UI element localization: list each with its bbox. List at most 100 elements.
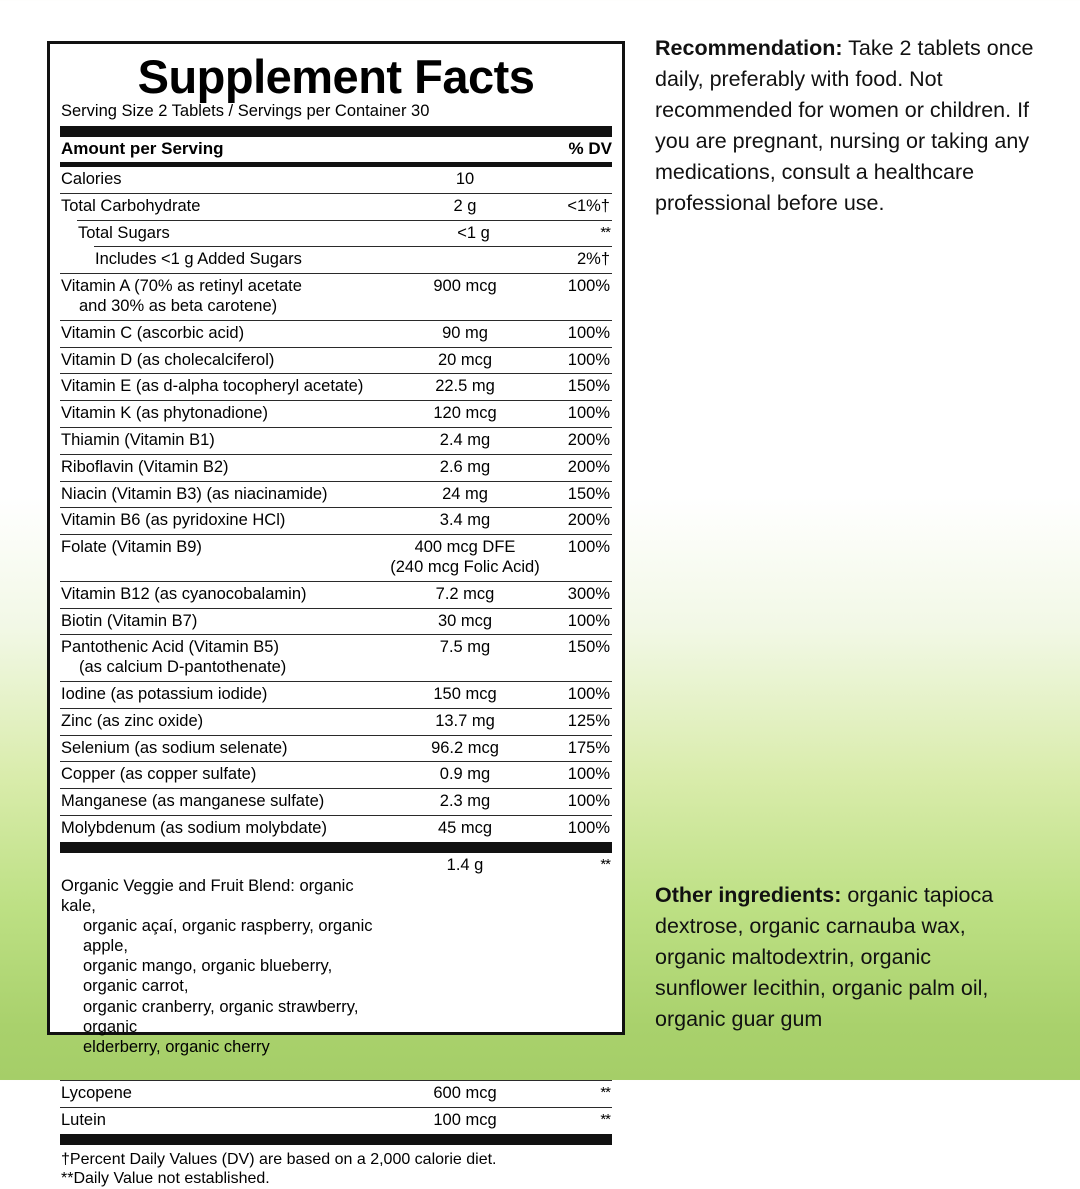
divider-thick-blend <box>60 841 612 853</box>
row-amount: 1.4 g <box>446 855 484 874</box>
row-amount: <1 g <box>457 223 490 242</box>
row-name: Organic Veggie and Fruit Blend: organic … <box>61 876 373 1056</box>
row-name: Selenium (as sodium selenate) <box>61 738 288 757</box>
other-ingredients-text: Other ingredients: organic tapioca dextr… <box>655 880 1015 1035</box>
table-row: Calories 10 <box>60 167 612 193</box>
table-row: Riboflavin (Vitamin B2) 2.6 mg 200% <box>60 453 612 481</box>
table-row: Vitamin B12 (as cyanocobalamin) 7.2 mcg 30… <box>60 580 612 608</box>
row-amount: 7.5 mg <box>439 638 491 657</box>
table-row: Vitamin D (as cholecalciferol) 20 mcg 100% <box>60 346 612 374</box>
table-row: Iodine (as potassium iodide) 150 mcg 100% <box>60 680 612 708</box>
row-daily-value: 200% <box>567 430 610 449</box>
row-daily-value: 100% <box>567 404 610 423</box>
row-name: Riboflavin (Vitamin B2) <box>61 457 229 476</box>
row-name: Lycopene <box>61 1084 132 1103</box>
row-daily-value: 100% <box>567 323 610 342</box>
table-row: Vitamin K (as phytonadione) 120 mcg 100% <box>60 400 612 427</box>
row-amount: 7.2 mcg <box>435 584 495 603</box>
nutrient-table: Calories 10 Total Carbohydrate 2 g <1%† Total… <box>60 167 612 842</box>
row-name: Calories <box>61 170 122 189</box>
row-name: Vitamin B6 (as pyridoxine HCl) <box>61 511 286 530</box>
footnote-daily-values: †Percent Daily Values (DV) are based on … <box>61 1150 497 1168</box>
table-row: Vitamin C (ascorbic acid) 90 mg 100% <box>60 319 612 347</box>
other-ingredients-label: Other ingredients: <box>655 883 842 907</box>
row-name: Vitamin A (70% as retinyl acetate and 30%… <box>61 277 302 315</box>
table-row: Pantothenic Acid (Vitamin B5) (as calcium… <box>60 634 612 681</box>
table-row: Total Carbohydrate 2 g <1%† <box>60 192 612 220</box>
row-name: Thiamin (Vitamin B1) <box>61 430 215 449</box>
page-title: Supplement Facts <box>137 50 535 103</box>
row-daily-value: 2%† <box>576 250 610 269</box>
row-amount: 2.6 mg <box>439 457 491 476</box>
row-amount: 90 mg <box>442 323 488 342</box>
row-amount: 24 mg <box>442 484 488 503</box>
row-name: Manganese (as manganese sulfate) <box>61 792 325 811</box>
row-daily-value: ** <box>600 855 611 873</box>
row-name: Biotin (Vitamin B7) <box>61 611 198 630</box>
row-daily-value: 100% <box>567 684 610 703</box>
row-amount: 13.7 mg <box>435 711 495 730</box>
table-row: Lycopene 600 mcg ** <box>60 1080 612 1107</box>
row-amount: 2 g <box>453 196 477 215</box>
row-daily-value: 100% <box>567 792 610 811</box>
extra-nutrient-rows: Lycopene 600 mcg ** Lutein 100 mcg ** <box>60 1080 612 1134</box>
row-daily-value: 125% <box>567 711 610 730</box>
divider-medium <box>60 162 612 168</box>
row-daily-value: 100% <box>567 277 610 296</box>
row-amount: 400 mcg DFE (240 mcg Folic Acid) <box>390 538 540 576</box>
row-daily-value: ** <box>600 223 611 241</box>
row-daily-value: 200% <box>567 457 610 476</box>
table-row: Thiamin (Vitamin B1) 2.4 mg 200% <box>60 426 612 454</box>
row-name: Vitamin K (as phytonadione) <box>61 404 268 423</box>
row-daily-value: 150% <box>567 484 610 503</box>
row-name: Niacin (Vitamin B3) (as niacinamide) <box>61 484 328 503</box>
recommendation-text: Recommendation: Take 2 tablets once dail… <box>655 33 1047 219</box>
recommendation-body: Take 2 tablets once daily, preferably wi… <box>655 36 1034 215</box>
row-daily-value: 150% <box>567 638 610 657</box>
column-header-dv: % DV <box>568 139 612 159</box>
serving-size-line: Serving Size 2 Tablets / Servings per Co… <box>61 102 430 121</box>
table-row: Manganese (as manganese sulfate) 2.3 mg 10… <box>60 788 612 815</box>
row-amount: 45 mcg <box>437 818 493 837</box>
row-name: Iodine (as potassium iodide) <box>61 684 268 703</box>
row-amount: 120 mcg <box>433 404 497 423</box>
table-row: Copper (as copper sulfate) 0.9 mg 100% <box>60 761 612 788</box>
row-daily-value: 175% <box>567 738 610 757</box>
row-daily-value: <1%† <box>567 196 610 215</box>
row-daily-value: 200% <box>567 511 610 530</box>
row-daily-value: 300% <box>567 584 610 603</box>
divider-thick-footnotes <box>60 1133 612 1145</box>
recommendation-label: Recommendation: <box>655 36 843 60</box>
row-amount: 30 mcg <box>437 611 493 630</box>
row-name: Folate (Vitamin B9) <box>61 538 202 557</box>
table-row: Zinc (as zinc oxide) 13.7 mg 125% <box>60 707 612 735</box>
row-name: Vitamin C (ascorbic acid) <box>61 323 245 342</box>
table-row: Vitamin E (as d-alpha tocopheryl acetate… <box>60 373 612 400</box>
supplement-facts-panel: Supplement Facts Serving Size 2 Tablets … <box>47 41 625 1187</box>
table-row: Molybdenum (as sodium molybdate) 45 mcg 10… <box>60 814 612 842</box>
row-name: Total Sugars <box>78 223 170 242</box>
row-amount: 20 mcg <box>437 350 493 369</box>
row-name: Pantothenic Acid (Vitamin B5) (as calcium… <box>61 638 287 677</box>
row-name: Vitamin B12 (as cyanocobalamin) <box>61 584 307 603</box>
row-amount: 0.9 mg <box>439 765 491 784</box>
table-row: Total Sugars <1 g ** <box>77 219 612 247</box>
table-row: Vitamin B6 (as pyridoxine HCl) 3.4 mg 200% <box>60 507 612 534</box>
row-daily-value: 150% <box>567 377 610 396</box>
divider-thick-top <box>60 126 612 138</box>
row-daily-value: 100% <box>567 765 610 784</box>
row-name: Includes <1 g Added Sugars <box>95 250 302 269</box>
row-name: Copper (as copper sulfate) <box>61 765 257 784</box>
row-name: Total Carbohydrate <box>61 196 201 215</box>
row-daily-value: ** <box>600 1084 611 1102</box>
row-amount: 2.3 mg <box>439 792 491 811</box>
table-row: Lutein 100 mcg ** <box>60 1106 612 1134</box>
row-amount: 96.2 mcg <box>431 738 499 757</box>
other-ingredients-body: organic tapioca dextrose, organic carnau… <box>655 883 994 1031</box>
footnote-not-established: **Daily Value not established. <box>61 1170 270 1188</box>
row-amount: 22.5 mg <box>435 377 495 396</box>
row-daily-value: ** <box>600 1110 611 1128</box>
table-row: Folate (Vitamin B9) 400 mcg DFE (240 mcg F… <box>60 534 612 581</box>
row-name: Vitamin E (as d-alpha tocopheryl acetate… <box>61 377 364 396</box>
row-daily-value: 100% <box>567 818 610 837</box>
